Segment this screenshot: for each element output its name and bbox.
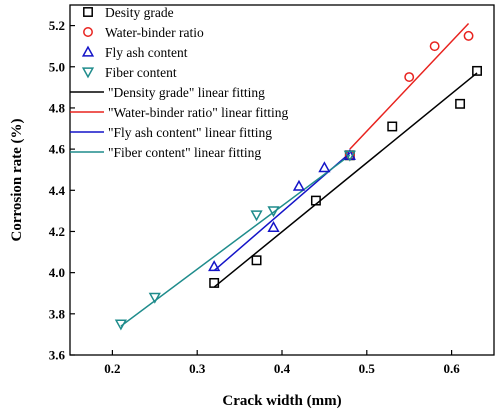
y-tick-label: 5.0: [49, 59, 65, 74]
legend-label: "Fly ash content" linear fitting: [108, 125, 272, 140]
data-point: [208, 260, 221, 272]
legend-marker: [83, 7, 93, 17]
data-point: [387, 121, 398, 132]
data-point: [267, 206, 280, 218]
data-point: [463, 30, 474, 41]
legend-label: "Water-binder ratio" linear fitting: [108, 105, 288, 120]
fit-line: [349, 23, 470, 150]
data-point: [404, 72, 415, 83]
legend-marker: [81, 45, 95, 57]
legend-marker: [83, 27, 93, 37]
x-axis-title: Crack width (mm): [222, 393, 341, 409]
data-point: [343, 150, 356, 162]
legend-marker: [81, 67, 95, 79]
legend-label: "Fiber content" linear fitting: [108, 145, 261, 160]
data-markers: [114, 30, 482, 331]
fit-line: [120, 154, 351, 327]
data-point: [148, 292, 161, 304]
x-tick-label: 0.3: [189, 361, 206, 376]
data-point: [114, 319, 127, 331]
legend-label: Water-binder ratio: [105, 25, 204, 40]
fit-line: [213, 72, 478, 288]
x-tick-label: 0.4: [274, 361, 291, 376]
y-tick-label: 4.2: [49, 224, 65, 239]
legend-label: "Density grade" linear fitting: [108, 85, 265, 100]
legend-label: Fiber content: [105, 65, 177, 80]
legend: Desity grade Water-binder ratio Fly ash co…: [70, 5, 288, 160]
y-axis-title: Corrosion rate (%): [9, 118, 25, 241]
data-point: [318, 161, 331, 173]
data-point: [310, 195, 321, 206]
y-tick-label: 4.8: [49, 100, 66, 115]
y-tick-label: 3.8: [49, 306, 66, 321]
y-tick-label: 4.0: [49, 265, 65, 280]
y-tick-label: 3.6: [49, 348, 66, 363]
y-tick-label: 4.4: [49, 183, 66, 198]
x-tick-label: 0.5: [359, 361, 376, 376]
y-tick-label: 5.2: [49, 18, 65, 33]
axis-ticks: 0.2 0.3 0.4 0.5 0.6 3.6 3.8 4.0 4.2 4.4 4.6 4.8 5.0 5…: [49, 18, 460, 376]
x-tick-label: 0.2: [104, 361, 120, 376]
fit-lines: [120, 23, 478, 327]
data-point: [455, 98, 466, 109]
y-tick-label: 4.6: [49, 142, 66, 157]
x-tick-label: 0.6: [443, 361, 460, 376]
data-point: [292, 179, 306, 191]
data-point: [429, 41, 440, 52]
data-point: [251, 255, 262, 266]
legend-label: Desity grade: [105, 5, 174, 20]
data-point: [209, 277, 220, 288]
data-point: [472, 65, 482, 76]
legend-label: Fly ash content: [105, 45, 188, 60]
data-point: [267, 220, 280, 232]
data-point: [250, 210, 263, 222]
